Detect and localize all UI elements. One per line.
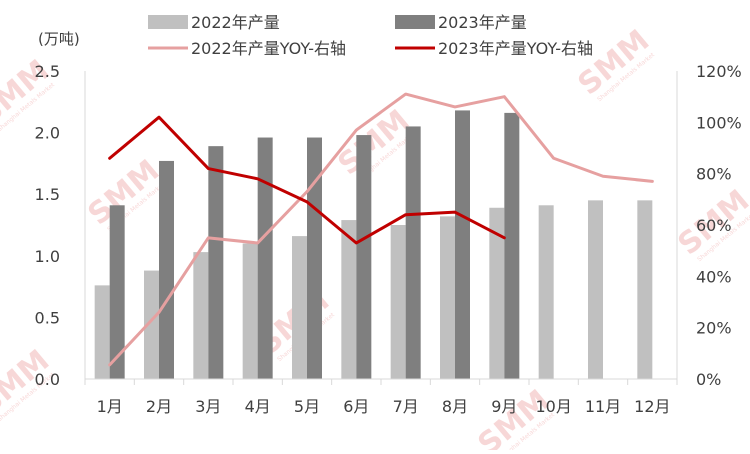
bar-2022-6 (341, 220, 357, 379)
x-axis-tick-label: 1月 (97, 397, 123, 416)
legend: 2022年产量 2023年产量 2022年产量YOY-右轴 2023年产量YOY-右轴 (148, 13, 593, 58)
right-axis-tick-label: 20% (696, 319, 732, 338)
right-axis-tick-label: 0% (696, 370, 721, 389)
x-axis-tick-label: 8月 (442, 397, 468, 416)
x-axis-tick-label: 9月 (491, 397, 517, 416)
right-axis-tick-label: 100% (696, 113, 742, 132)
legend-label: 2022年产量YOY-右轴 (191, 39, 346, 58)
legend-label: 2022年产量 (191, 13, 280, 32)
x-axis-tick-label: 2月 (146, 397, 172, 416)
bar-2022-1 (94, 285, 110, 379)
bar-2022-4 (242, 243, 258, 379)
yoy-line-2022 (108, 92, 654, 367)
bar-2023-7 (405, 126, 421, 379)
x-axis-tick-label: 6月 (343, 397, 369, 416)
x-axis-tick-label: 4月 (245, 397, 271, 416)
bar-2023-1 (109, 205, 125, 379)
left-axis-tick-label: 1.0 (35, 247, 60, 266)
legend-label: 2023年产量 (438, 13, 527, 32)
legend-swatch (395, 15, 435, 29)
right-axis-tick-label: 80% (696, 165, 732, 184)
right-axis-tick-label: 60% (696, 216, 732, 235)
bar-2023-5 (307, 137, 322, 379)
x-axis-tick-label: 10月 (535, 397, 571, 416)
bar-2023-9 (504, 112, 520, 379)
line-layer (108, 92, 654, 367)
left-axis-tick-label: 2.0 (35, 124, 60, 143)
bar-2023-2 (159, 160, 174, 379)
right-axis-tick-label: 120% (696, 62, 742, 81)
x-axis-tick-label: 11月 (585, 397, 621, 416)
axes-layer: 0.0 0.5 1.0 1.5 2.0 2.5 0% 20% 40% 60% 80% 100% 120%… (35, 62, 742, 416)
left-axis-unit-label: (万吨) (38, 30, 80, 48)
bar-2022-10 (538, 205, 554, 379)
x-axis-tick-label: 7月 (393, 397, 419, 416)
yoy-line-2023 (108, 115, 506, 245)
bar-2022-8 (440, 216, 455, 379)
x-axis-tick-label: 12月 (634, 397, 670, 416)
bar-2022-9 (489, 207, 505, 379)
bar-layer (94, 110, 653, 379)
legend-swatch (148, 15, 188, 29)
bar-2023-3 (208, 146, 224, 379)
legend-label: 2023年产量YOY-右轴 (438, 39, 593, 58)
bar-2022-7 (390, 225, 406, 379)
bar-2023-4 (257, 137, 273, 379)
left-axis-tick-label: 2.5 (35, 62, 60, 81)
bar-2023-6 (356, 135, 372, 379)
left-axis-tick-label: 0.0 (35, 370, 60, 389)
right-axis-tick-label: 40% (696, 267, 732, 286)
bar-2022-11 (588, 200, 603, 379)
bar-2023-8 (455, 110, 470, 379)
left-axis-tick-label: 1.5 (35, 185, 60, 204)
bar-2022-2 (144, 270, 159, 379)
bar-2022-3 (193, 252, 209, 379)
bar-2022-12 (637, 200, 653, 379)
x-axis-tick-label: 5月 (294, 397, 320, 416)
x-axis-tick-label: 3月 (195, 397, 221, 416)
watermark-text: SMM (471, 383, 556, 450)
left-axis-tick-label: 0.5 (35, 308, 60, 327)
bar-2022-5 (292, 236, 307, 379)
